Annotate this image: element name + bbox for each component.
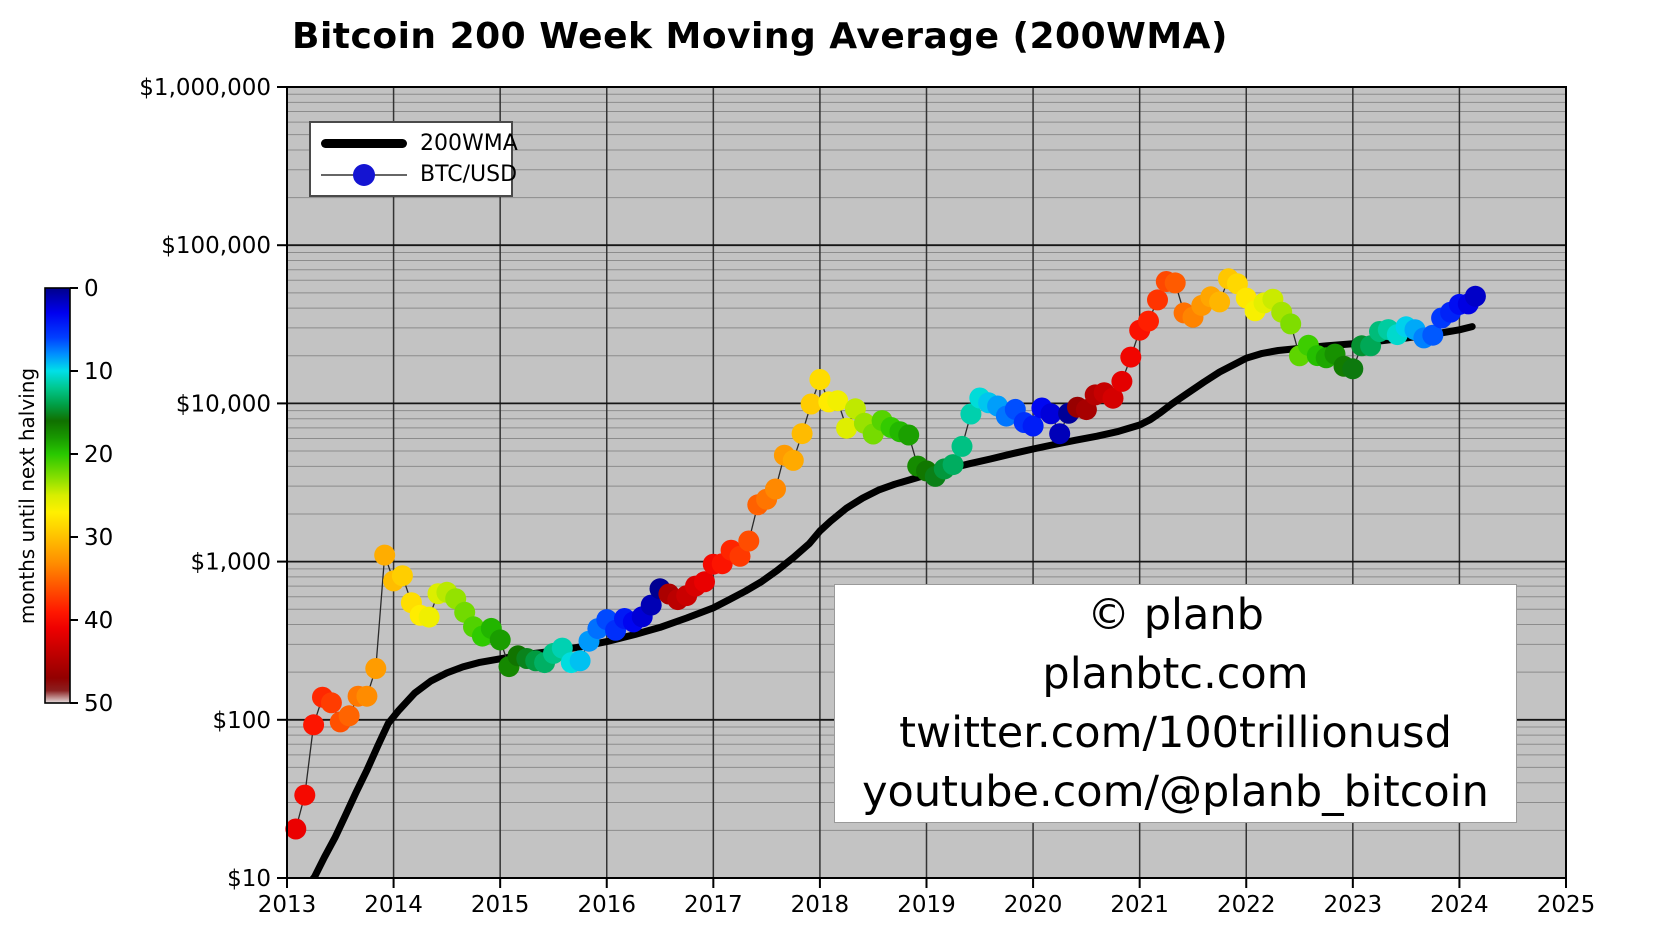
colorbar-tick-label: 10 [84,359,113,385]
x-tick-label: 2017 [684,892,743,918]
y-tick-labels: $10 $100 $1,000 $10,000 $100,000 $1,000,000 [139,75,271,892]
btc-month-dot [1422,324,1444,346]
colorbar-tick-label: 30 [84,525,113,551]
chart-title: Bitcoin 200 Week Moving Average (200WMA) [292,16,1228,57]
btc-month-dot [1342,358,1364,380]
btc-month-dot [1022,415,1044,437]
thick-line-icon [321,139,407,148]
x-tick-label: 2023 [1324,892,1383,918]
btc-month-dot [694,571,715,593]
btc-month-dot [356,685,378,707]
btc-month-dot [285,818,307,840]
btc-month-dot [1111,370,1133,392]
x-tick-label: 2021 [1110,892,1169,918]
watermark-box: © planb planbtc.com twitter.com/100trill… [834,584,1517,823]
btc-month-dot [1120,346,1142,368]
legend-item-btcusd: BTC/USD [321,162,517,187]
x-tick-label: 2019 [897,892,956,918]
y-tick-label: $1,000,000 [139,75,271,101]
watermark-website: planbtc.com [1042,648,1309,699]
btc-month-dot [836,417,858,439]
colorbar-tick-label: 20 [84,442,113,468]
btc-month-dot [729,545,751,567]
btc-month-dot [1209,291,1231,313]
btc-scatter [285,268,1486,840]
colorbar-tick-label: 50 [84,691,113,717]
x-tick-label: 2015 [471,892,530,918]
btc-month-dot [1164,272,1186,294]
btc-month-dot [640,594,662,616]
btc-month-dot [1147,289,1168,311]
x-tick-label: 2022 [1217,892,1276,918]
btc-month-dot [951,435,973,457]
x-tick-label: 2025 [1537,892,1596,918]
colorbar-tick-label: 40 [84,608,113,634]
btc-month-dot [809,369,831,390]
y-tick-label: $10 [227,866,271,892]
btc-month-dot [303,714,325,736]
watermark-twitter: twitter.com/100trillionusd [899,707,1452,758]
btc-month-dot [338,705,360,727]
btc-month-dot [738,530,760,552]
btc-month-dot [765,478,786,500]
colorbar-tick-label: 0 [84,276,99,302]
btc-month-dot [391,565,413,587]
btc-month-dot [827,390,849,412]
legend: 200WMA BTC/USD [309,121,518,197]
colorbar-axis-label: months until next halving [15,367,39,625]
blue-dot-icon [353,163,375,186]
legend-btcusd-label: BTC/USD [420,162,518,187]
btc-month-dot [374,544,396,566]
x-tick-label: 2018 [791,892,850,918]
legend-item-200wma: 200WMA [321,131,518,156]
btc-month-dot [489,629,511,651]
btc-month-dot [569,650,591,672]
watermark-copyright: © planb [1087,589,1264,640]
x-tick-label: 2013 [258,892,317,918]
y-tick-label: $10,000 [176,391,271,417]
axis-ticks [277,86,1567,888]
btc-month-dot [942,454,964,476]
btc-month-dot [294,784,316,806]
dot-on-line-icon [321,163,407,187]
btc-month-dot [1049,423,1071,445]
btc-month-dot [800,393,822,415]
btc-month-dot [898,424,920,446]
btc-month-dot [320,692,342,714]
btc-month-dot [1138,310,1159,332]
btc-month-dot [1040,403,1062,425]
wma-line [309,323,1476,878]
x-tick-label: 2020 [1004,892,1063,918]
btc-month-dot [1280,313,1302,335]
btc-month-dot [418,606,440,628]
x-tick-label: 2024 [1430,892,1489,918]
colorbar: 0 10 20 30 40 50 [44,276,113,717]
legend-200wma-label: 200WMA [420,131,518,156]
x-tick-label: 2016 [577,892,636,918]
btc-month-dot [960,403,982,425]
y-tick-label: $100,000 [161,233,271,259]
watermark-youtube: youtube.com/@planb_bitcoin [862,766,1489,817]
y-tick-label: $100 [212,708,271,734]
btc-month-dot [791,423,813,445]
btc-month-dot [365,658,387,679]
x-tick-label: 2014 [364,892,423,918]
btc-month-dot [1464,285,1486,307]
btc-month-dot [782,449,804,471]
y-tick-label: $1,000 [191,550,271,576]
btc-month-dot [1102,387,1124,409]
x-tick-labels: 2013 2014 2015 2016 2017 2018 2019 2020 2021 2022… [258,892,1596,918]
